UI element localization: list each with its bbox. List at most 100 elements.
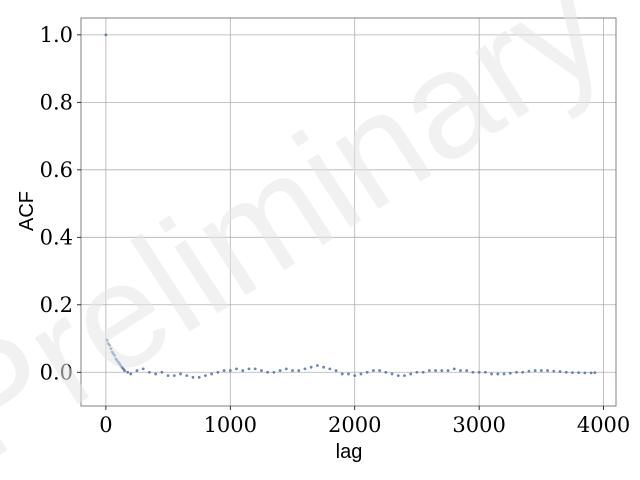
data-point — [558, 370, 562, 373]
data-point — [216, 370, 220, 374]
y-axis-label: ACF — [16, 191, 38, 231]
data-point — [371, 369, 375, 372]
data-point — [515, 370, 518, 374]
data-point — [291, 369, 294, 372]
data-point — [583, 371, 587, 375]
x-tick-label: 3000 — [452, 413, 505, 437]
plot-frame — [80, 17, 617, 407]
data-point — [204, 374, 207, 378]
data-point — [502, 372, 506, 376]
data-point — [210, 372, 214, 376]
y-tick-label: 0.0 — [40, 360, 73, 384]
data-point — [390, 372, 394, 376]
y-tick-label: 1.0 — [40, 23, 73, 47]
data-point — [222, 369, 226, 372]
data-point — [459, 369, 462, 372]
data-point — [235, 367, 238, 371]
data-point — [403, 374, 406, 378]
data-point — [334, 369, 338, 372]
data-point — [179, 372, 182, 376]
data-points — [104, 33, 597, 379]
data-point — [477, 370, 481, 374]
data-point — [440, 369, 444, 372]
data-point — [303, 367, 307, 371]
data-point — [166, 374, 170, 378]
data-point — [571, 371, 574, 374]
data-point — [533, 369, 537, 372]
data-point — [434, 369, 437, 372]
data-point — [577, 371, 581, 374]
data-point — [359, 372, 363, 376]
data-point — [452, 367, 456, 371]
data-point — [521, 370, 525, 374]
data-point — [496, 372, 500, 376]
data-point — [539, 369, 543, 372]
data-point — [322, 365, 326, 369]
data-point — [415, 370, 419, 374]
data-point — [228, 369, 232, 372]
data-point — [278, 369, 282, 372]
data-point — [148, 370, 151, 374]
data-point — [260, 369, 263, 372]
data-point — [253, 367, 257, 371]
data-point — [465, 369, 469, 372]
data-point — [340, 372, 344, 376]
data-point — [384, 370, 388, 374]
data-point — [123, 369, 126, 372]
data-point — [365, 370, 369, 374]
data-point — [309, 365, 313, 369]
data-point — [129, 372, 133, 376]
data-point — [135, 369, 139, 372]
data-point — [328, 367, 332, 371]
data-point — [427, 369, 431, 372]
data-point — [113, 353, 116, 357]
grid-lines — [81, 18, 616, 406]
data-point — [185, 374, 189, 378]
data-point — [126, 370, 130, 374]
data-point — [191, 375, 195, 379]
x-ticks: 0 1000 2000 3000 4000 — [99, 406, 630, 437]
data-point — [266, 370, 270, 374]
data-point — [315, 364, 319, 367]
y-tick-label: 0.6 — [40, 158, 73, 182]
data-point — [172, 374, 176, 378]
data-point — [141, 367, 145, 371]
data-point — [241, 369, 245, 372]
x-tick-label: 4000 — [577, 413, 630, 437]
y-tick-label: 0.4 — [40, 225, 73, 249]
data-point — [104, 33, 108, 37]
data-point — [378, 369, 382, 372]
data-point — [247, 367, 251, 371]
data-point — [593, 371, 597, 374]
data-point — [272, 370, 276, 374]
x-axis-label: lag — [336, 441, 363, 463]
x-tick-label: 2000 — [328, 413, 381, 437]
data-point — [109, 347, 113, 351]
data-point — [108, 343, 112, 347]
data-point — [471, 370, 475, 374]
data-point — [284, 367, 288, 371]
data-point — [589, 371, 593, 375]
data-point — [490, 372, 493, 376]
data-point — [483, 370, 487, 374]
data-point — [105, 338, 109, 342]
y-tick-label: 0.2 — [40, 293, 73, 317]
data-point — [353, 374, 357, 378]
data-point — [197, 375, 201, 379]
y-tick-label: 0.8 — [40, 90, 73, 114]
y-ticks: 0.0 0.2 0.4 0.6 0.8 1.0 — [40, 23, 81, 384]
data-point — [396, 374, 400, 378]
data-point — [421, 370, 425, 374]
data-point — [347, 372, 350, 376]
data-point — [446, 369, 450, 372]
data-point — [564, 370, 568, 374]
data-point — [546, 369, 549, 372]
data-point — [552, 369, 556, 373]
data-point — [297, 369, 301, 372]
x-tick-label: 0 — [99, 413, 112, 437]
data-point — [508, 371, 512, 375]
x-tick-label: 1000 — [204, 413, 257, 437]
data-point — [409, 372, 413, 376]
